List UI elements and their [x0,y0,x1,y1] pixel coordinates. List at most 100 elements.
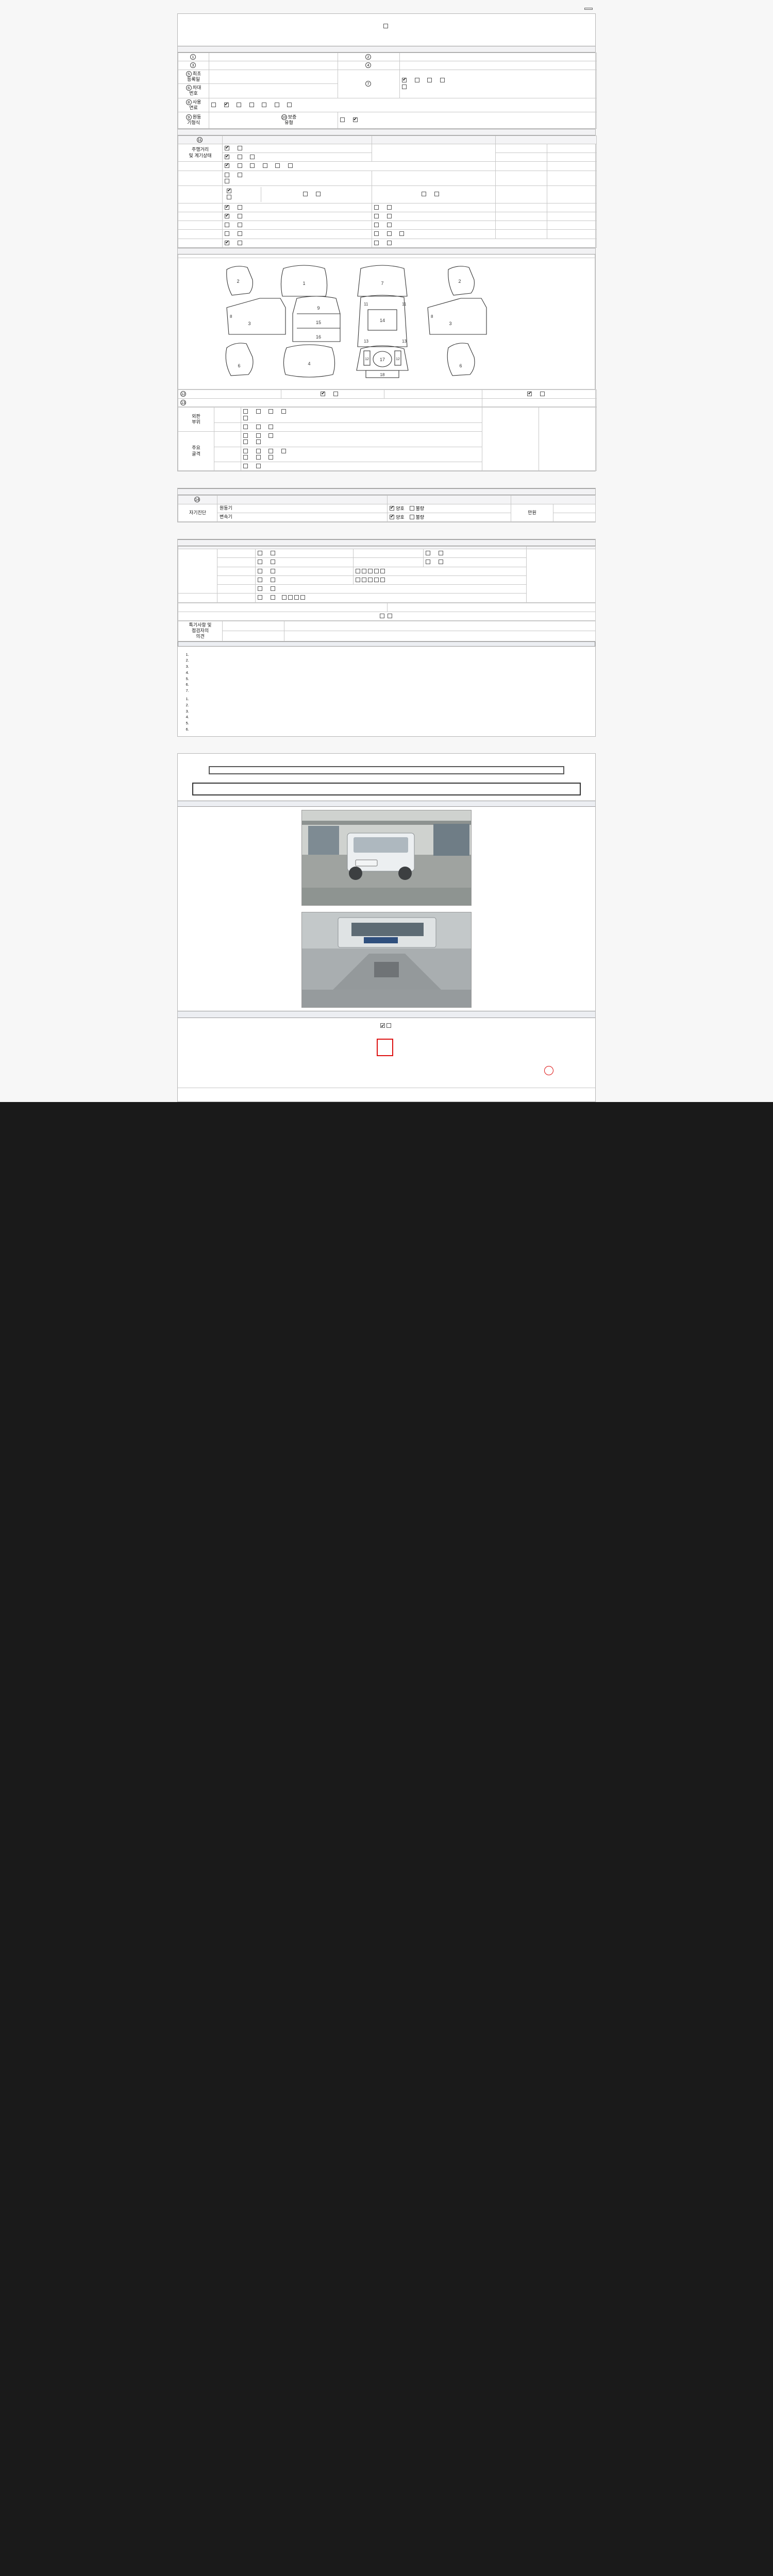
emission-co[interactable] [225,172,231,178]
price-survey-checkbox[interactable] [383,24,388,28]
checkbox-icon[interactable] [268,409,274,414]
special-yes[interactable] [237,205,244,211]
checkbox-icon[interactable] [281,409,286,414]
emission-hc[interactable] [237,172,244,178]
wheel-bad[interactable] [270,568,277,574]
trans-opt-cvt[interactable] [440,77,446,83]
recall-na[interactable] [225,240,231,246]
checkbox-icon[interactable] [380,613,385,618]
vin-altered[interactable] [275,163,281,169]
checkbox-icon[interactable] [237,240,242,245]
checkbox-icon[interactable] [256,433,261,438]
part-side-member[interactable] [243,448,249,454]
checkbox-icon[interactable] [237,205,242,210]
checkbox-icon[interactable] [368,568,373,573]
state-option[interactable]: 불량 [409,505,424,512]
checkbox-checked-icon[interactable] [527,391,532,396]
checkbox-icon[interactable] [281,595,287,600]
color-full-repaint[interactable] [374,222,380,228]
fuel-opt-etc[interactable] [287,102,293,108]
checkbox-icon[interactable] [225,172,229,177]
checkbox-icon[interactable] [386,223,392,227]
checkbox-icon[interactable] [414,78,419,83]
simple-yes[interactable] [540,391,546,397]
part-radiator-support[interactable] [243,415,249,421]
checkbox-icon[interactable] [422,192,427,197]
checkbox-icon[interactable] [340,117,345,123]
checkbox-icon[interactable] [440,78,445,83]
part-pillar-c[interactable] [256,454,262,461]
fuel-opt-hybrid[interactable] [249,102,256,108]
fuel-opt-gasoline[interactable] [211,102,217,108]
checkbox-icon[interactable] [409,505,414,511]
interior-good[interactable] [426,550,432,556]
usechange-rent[interactable] [374,213,380,219]
part-trunk-floor[interactable] [243,439,249,445]
print-button[interactable] [584,8,593,10]
checkbox-icon[interactable] [386,213,392,218]
hold-yes[interactable] [270,595,277,601]
checkbox-icon[interactable] [243,464,248,468]
polish-good[interactable] [258,559,264,565]
checkbox-icon[interactable] [258,577,262,582]
checkbox-icon[interactable] [243,433,248,438]
part-front-panel[interactable] [243,433,249,439]
part-wheel-house[interactable] [256,448,262,454]
mileage-good[interactable] [225,145,231,151]
checkbox-icon[interactable] [258,586,262,591]
tuning-legal[interactable] [303,191,309,197]
state-option[interactable]: 양호 [390,505,405,512]
checkbox-icon[interactable] [294,595,299,600]
warranty-opt-insurer[interactable] [352,116,359,123]
checkbox-icon[interactable] [237,145,242,150]
checkbox-icon[interactable] [374,568,379,573]
tuning-illegal[interactable] [316,191,322,197]
checkbox-icon[interactable] [258,551,262,555]
tuning-structure[interactable] [422,191,428,197]
checkbox-icon[interactable] [227,195,231,200]
part-pillar-a[interactable] [281,448,288,454]
part-trunk-lid[interactable] [281,409,288,415]
vin-different[interactable] [262,163,269,169]
fuel-opt-hydrogen[interactable] [274,102,281,108]
checkbox-icon[interactable] [262,163,267,168]
exterior-bad[interactable] [270,550,277,556]
checkbox-icon[interactable] [356,568,360,573]
trans-opt-semiauto[interactable] [427,77,433,83]
usechange-yes[interactable] [237,213,244,219]
checkbox-icon[interactable] [287,102,292,107]
checkbox-icon[interactable] [225,223,229,227]
checkbox-icon[interactable] [426,560,430,565]
accident-yes[interactable] [333,391,340,397]
checkbox-icon[interactable] [237,231,242,236]
checkbox-checked-icon[interactable] [225,162,229,168]
checkbox-icon[interactable] [243,448,248,453]
color-chromatic[interactable] [237,222,244,228]
recall-not-done[interactable] [386,240,393,246]
simple-none[interactable] [527,391,533,397]
trans-opt-auto[interactable] [402,77,408,83]
checkbox-icon[interactable] [356,577,360,582]
part-roof-panel[interactable] [256,424,262,430]
checkbox-icon[interactable] [380,568,385,573]
emission-price-input[interactable] [547,170,597,186]
checkbox-icon[interactable] [268,448,274,453]
checkbox-icon[interactable] [333,391,338,396]
checkbox-icon[interactable] [434,192,439,197]
checkbox-icon[interactable] [243,409,248,414]
checkbox-checked-icon[interactable] [321,391,326,396]
tire-bad[interactable] [270,577,277,583]
checkbox-icon[interactable] [237,213,242,218]
fuel-opt-electric[interactable] [262,102,268,108]
checkbox-checked-icon[interactable] [402,77,407,83]
checkbox-icon[interactable] [386,231,392,236]
part-package-tray[interactable] [268,454,275,461]
mileage-price-input[interactable] [547,143,597,154]
part-pillar-b[interactable] [243,454,249,461]
part-hood[interactable] [243,409,249,415]
warranty-opt-self[interactable] [340,117,346,123]
checkbox-icon[interactable] [316,192,321,197]
checkbox-icon[interactable] [387,613,392,618]
checkbox-icon[interactable] [275,163,280,168]
checkbox-icon[interactable] [438,551,443,555]
